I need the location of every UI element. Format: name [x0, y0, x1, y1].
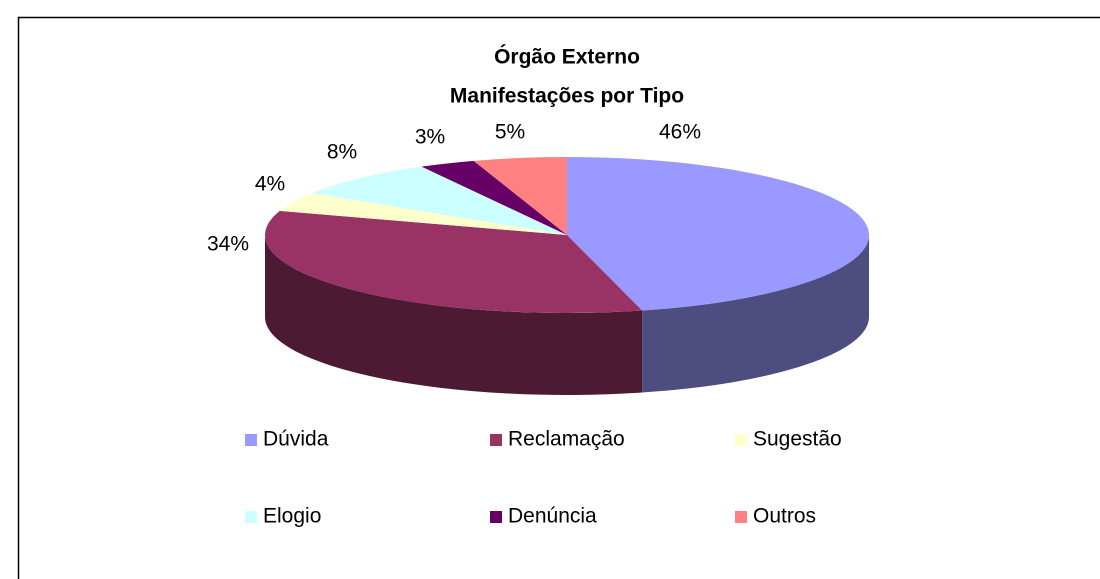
- legend-swatch: [735, 434, 747, 446]
- legend-label: Denúncia: [508, 505, 597, 528]
- legend-label: Outros: [753, 505, 816, 528]
- chart-subtitle: Manifestações por Tipo: [450, 85, 684, 108]
- data-label: 5%: [495, 121, 525, 144]
- legend-label: Elogio: [263, 505, 321, 528]
- slice: [279, 193, 567, 235]
- data-label: 4%: [255, 173, 285, 196]
- data-label: 46%: [659, 121, 701, 144]
- slice: [264, 210, 643, 313]
- chart-border: [17, 16, 1100, 579]
- slice-side: [642, 235, 869, 393]
- legend-label: Dúvida: [263, 428, 329, 451]
- slice: [421, 160, 567, 235]
- legend-label: Sugestão: [753, 428, 842, 451]
- slice: [473, 157, 567, 235]
- data-label: 3%: [415, 126, 445, 149]
- data-label: 34%: [207, 233, 249, 256]
- legend-swatch: [735, 511, 747, 523]
- legend-swatch: [245, 434, 257, 446]
- slice-side: [265, 235, 643, 395]
- legend-swatch: [490, 434, 502, 446]
- legend-swatch: [490, 511, 502, 523]
- chart-title: Órgão Externo: [494, 45, 640, 69]
- data-label: 8%: [327, 141, 357, 164]
- slice: [312, 166, 567, 235]
- legend-swatch: [245, 511, 257, 523]
- slice: [567, 157, 870, 311]
- legend-label: Reclamação: [508, 428, 625, 451]
